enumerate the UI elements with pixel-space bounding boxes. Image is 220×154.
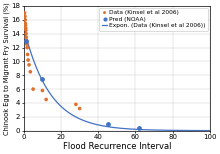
Data (Kinsel et al 2006) xyxy=(74,103,78,106)
Data (Kinsel et al 2006) xyxy=(24,36,28,38)
Data (Kinsel et al 2006) xyxy=(29,71,32,73)
Data (Kinsel et al 2006) xyxy=(26,46,29,49)
Data (Kinsel et al 2006) xyxy=(26,59,30,61)
X-axis label: Flood Recurrence Interval: Flood Recurrence Interval xyxy=(62,142,171,150)
Data (Kinsel et al 2006) xyxy=(24,24,27,27)
Expon. (Data (Kinsel et al 2006)) xyxy=(98,124,100,126)
Data (Kinsel et al 2006) xyxy=(24,22,27,24)
Data (Kinsel et al 2006) xyxy=(23,12,26,14)
Pred (NOAA) xyxy=(24,39,28,42)
Data (Kinsel et al 2006) xyxy=(27,64,31,66)
Expon. (Data (Kinsel et al 2006)) xyxy=(104,126,107,127)
Expon. (Data (Kinsel et al 2006)) xyxy=(209,130,211,132)
Data (Kinsel et al 2006) xyxy=(25,39,28,42)
Data (Kinsel et al 2006) xyxy=(26,53,29,56)
Data (Kinsel et al 2006) xyxy=(41,89,44,92)
Data (Kinsel et al 2006) xyxy=(24,32,28,35)
Data (Kinsel et al 2006) xyxy=(25,43,29,45)
Data (Kinsel et al 2006) xyxy=(24,27,28,29)
Pred (NOAA) xyxy=(137,126,141,129)
Data (Kinsel et al 2006) xyxy=(31,88,35,90)
Expon. (Data (Kinsel et al 2006)) xyxy=(23,28,25,29)
Data (Kinsel et al 2006) xyxy=(23,19,27,21)
Expon. (Data (Kinsel et al 2006)) xyxy=(150,129,153,131)
Expon. (Data (Kinsel et al 2006)) xyxy=(171,129,174,131)
Data (Kinsel et al 2006) xyxy=(78,107,81,110)
Y-axis label: Chinook Egg to Migrant Fry Survival (%): Chinook Egg to Migrant Fry Survival (%) xyxy=(4,2,10,135)
Expon. (Data (Kinsel et al 2006)) xyxy=(42,81,44,83)
Legend: Data (Kinsel et al 2006), Pred (NOAA), Expon. (Data (Kinsel et al 2006)): Data (Kinsel et al 2006), Pred (NOAA), E… xyxy=(99,8,208,30)
Pred (NOAA) xyxy=(41,77,44,80)
Data (Kinsel et al 2006) xyxy=(24,29,28,31)
Pred (NOAA) xyxy=(106,123,109,125)
Data (Kinsel et al 2006) xyxy=(23,15,27,18)
Expon. (Data (Kinsel et al 2006)) xyxy=(167,129,170,131)
Line: Expon. (Data (Kinsel et al 2006)): Expon. (Data (Kinsel et al 2006)) xyxy=(24,28,210,131)
Data (Kinsel et al 2006) xyxy=(44,98,48,101)
